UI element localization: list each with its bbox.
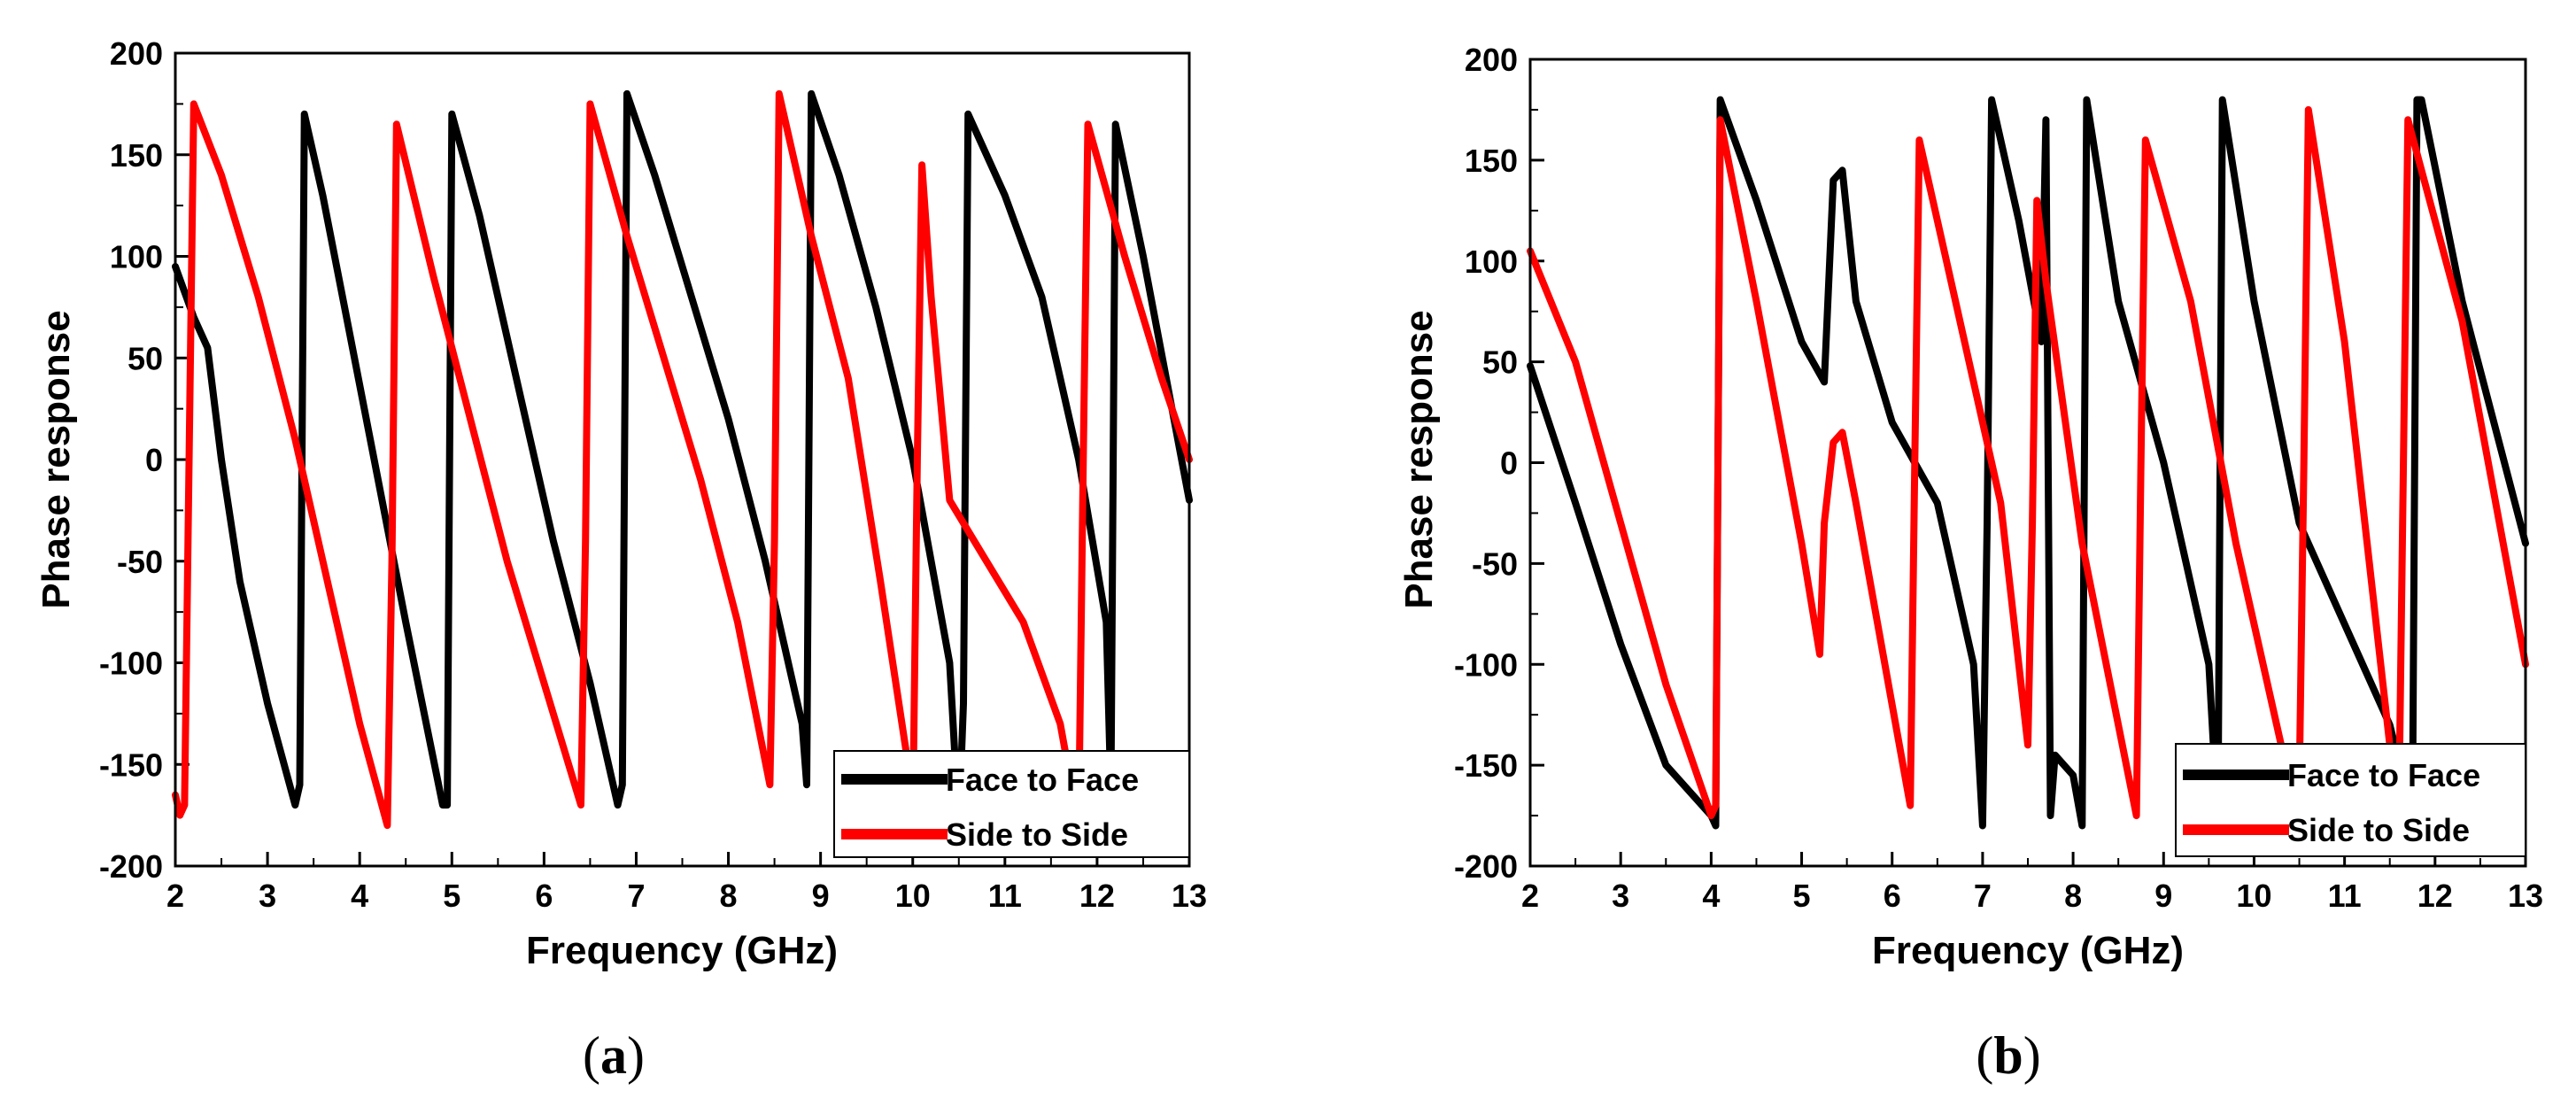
x-tick-label-a-11: 11	[988, 878, 1022, 914]
y-axis-title-b: Phase response	[1397, 310, 1441, 609]
y-tick-label-b--150: -150	[1454, 747, 1518, 784]
caption-a-letter: a	[600, 1026, 627, 1085]
caption-b-close: )	[2023, 1026, 2041, 1085]
x-tick-label-b-5: 5	[1793, 878, 1811, 914]
x-tick-labels-a: 2 3 4 5 6 7 8 9 10 11 12 13	[166, 878, 1207, 914]
panel-a: 2 3 4 5 6 7 8 9 10 11 12 13 -200 -150 -100 -50 0 50 100 15…	[35, 35, 1207, 1085]
x-tick-label-a-7: 7	[627, 878, 645, 914]
plot-frame-a	[174, 51, 1191, 868]
y-tick-label-b-0: 0	[1500, 445, 1518, 482]
x-tick-label-a-10: 10	[895, 878, 931, 914]
y-tick-label-a--150: -150	[99, 746, 163, 783]
y-tick-label-a-200: 200	[110, 35, 163, 72]
series-line-face-to-face-a	[172, 89, 1193, 830]
y-tick-label-a-100: 100	[110, 239, 163, 275]
y-tick-labels-b: -200 -150 -100 -50 0 50 100 150 200	[1454, 42, 1518, 885]
x-axis-title-a: Frequency (GHz)	[526, 929, 838, 972]
x-tick-label-a-8: 8	[720, 878, 738, 914]
caption-b-open: (	[1976, 1026, 1993, 1085]
caption-b-letter: b	[1993, 1026, 2023, 1085]
y-tick-label-a--50: -50	[117, 544, 163, 580]
x-tick-label-b-4: 4	[1702, 878, 1720, 914]
caption-a-open: (	[583, 1026, 600, 1085]
x-tick-label-b-11: 11	[2328, 878, 2362, 914]
y-tick-label-b--100: -100	[1454, 646, 1518, 683]
legend-b: Face to Face Side to Side	[2175, 743, 2526, 857]
caption-a: (a)	[583, 1026, 645, 1085]
x-tick-label-b-7: 7	[1974, 878, 1992, 914]
legend-label-face-to-face-a: Face to Face	[946, 762, 1139, 798]
x-tick-label-a-2: 2	[166, 878, 184, 914]
series-line-face-to-face-b	[1527, 96, 2529, 830]
series-line-side-to-side-b	[1527, 105, 2529, 820]
y-tick-label-b-200: 200	[1465, 42, 1518, 78]
x-tick-label-b-8: 8	[2064, 878, 2082, 914]
caption-a-close: )	[627, 1026, 645, 1085]
x-tick-labels-b: 2 3 4 5 6 7 8 9 10 11 12 13	[1521, 878, 2543, 914]
x-tick-label-a-4: 4	[351, 878, 368, 914]
y-tick-label-b-150: 150	[1465, 143, 1518, 179]
x-tick-label-b-3: 3	[1612, 878, 1629, 914]
x-tick-label-a-9: 9	[812, 878, 830, 914]
x-tick-label-a-5: 5	[443, 878, 460, 914]
series-lines-a	[172, 89, 1193, 830]
plot-frame-b	[1528, 58, 2527, 868]
x-tick-label-b-10: 10	[2236, 878, 2271, 914]
panel-b: 2 3 4 5 6 7 8 9 10 11 12 13 -200 -150 -100 -50 0 50 100 15…	[1397, 42, 2543, 1085]
x-tick-label-b-6: 6	[1884, 878, 1901, 914]
y-tick-label-b--200: -200	[1454, 848, 1518, 885]
legend-label-face-to-face-b: Face to Face	[2287, 757, 2480, 793]
plot-area-a	[172, 51, 1193, 868]
series-lines-b	[1527, 96, 2529, 830]
x-tick-label-a-12: 12	[1079, 878, 1115, 914]
y-tick-label-b-50: 50	[1482, 344, 1518, 381]
y-tick-label-a-150: 150	[110, 137, 163, 174]
series-line-side-to-side-a	[172, 89, 1193, 830]
x-tick-label-a-13: 13	[1172, 878, 1207, 914]
legend-box-b	[2175, 743, 2526, 857]
y-tick-label-a--100: -100	[99, 646, 163, 682]
x-tick-label-b-2: 2	[1521, 878, 1539, 914]
y-tick-label-b--50: -50	[1472, 545, 1518, 582]
x-tick-label-a-3: 3	[259, 878, 276, 914]
x-tick-label-a-6: 6	[535, 878, 553, 914]
x-tick-label-b-9: 9	[2154, 878, 2172, 914]
x-tick-label-b-13: 13	[2508, 878, 2543, 914]
legend-label-side-to-side-b: Side to Side	[2287, 812, 2470, 848]
plot-area-b	[1527, 58, 2529, 868]
caption-b: (b)	[1976, 1026, 2040, 1085]
x-axis-title-b: Frequency (GHz)	[1872, 929, 2184, 972]
x-tick-label-b-12: 12	[2417, 878, 2453, 914]
y-tick-label-a-50: 50	[128, 340, 163, 376]
y-axis-title-a: Phase response	[35, 310, 78, 609]
legend-label-side-to-side-a: Side to Side	[946, 816, 1128, 853]
y-tick-labels-a: -200 -150 -100 -50 0 50 100 150 200	[99, 35, 163, 885]
y-tick-label-a--200: -200	[99, 848, 163, 885]
y-tick-label-a-0: 0	[145, 442, 163, 478]
y-ticks-b	[1530, 58, 1544, 868]
legend-a: Face to Face Side to Side	[833, 750, 1190, 858]
y-tick-label-b-100: 100	[1465, 244, 1518, 280]
